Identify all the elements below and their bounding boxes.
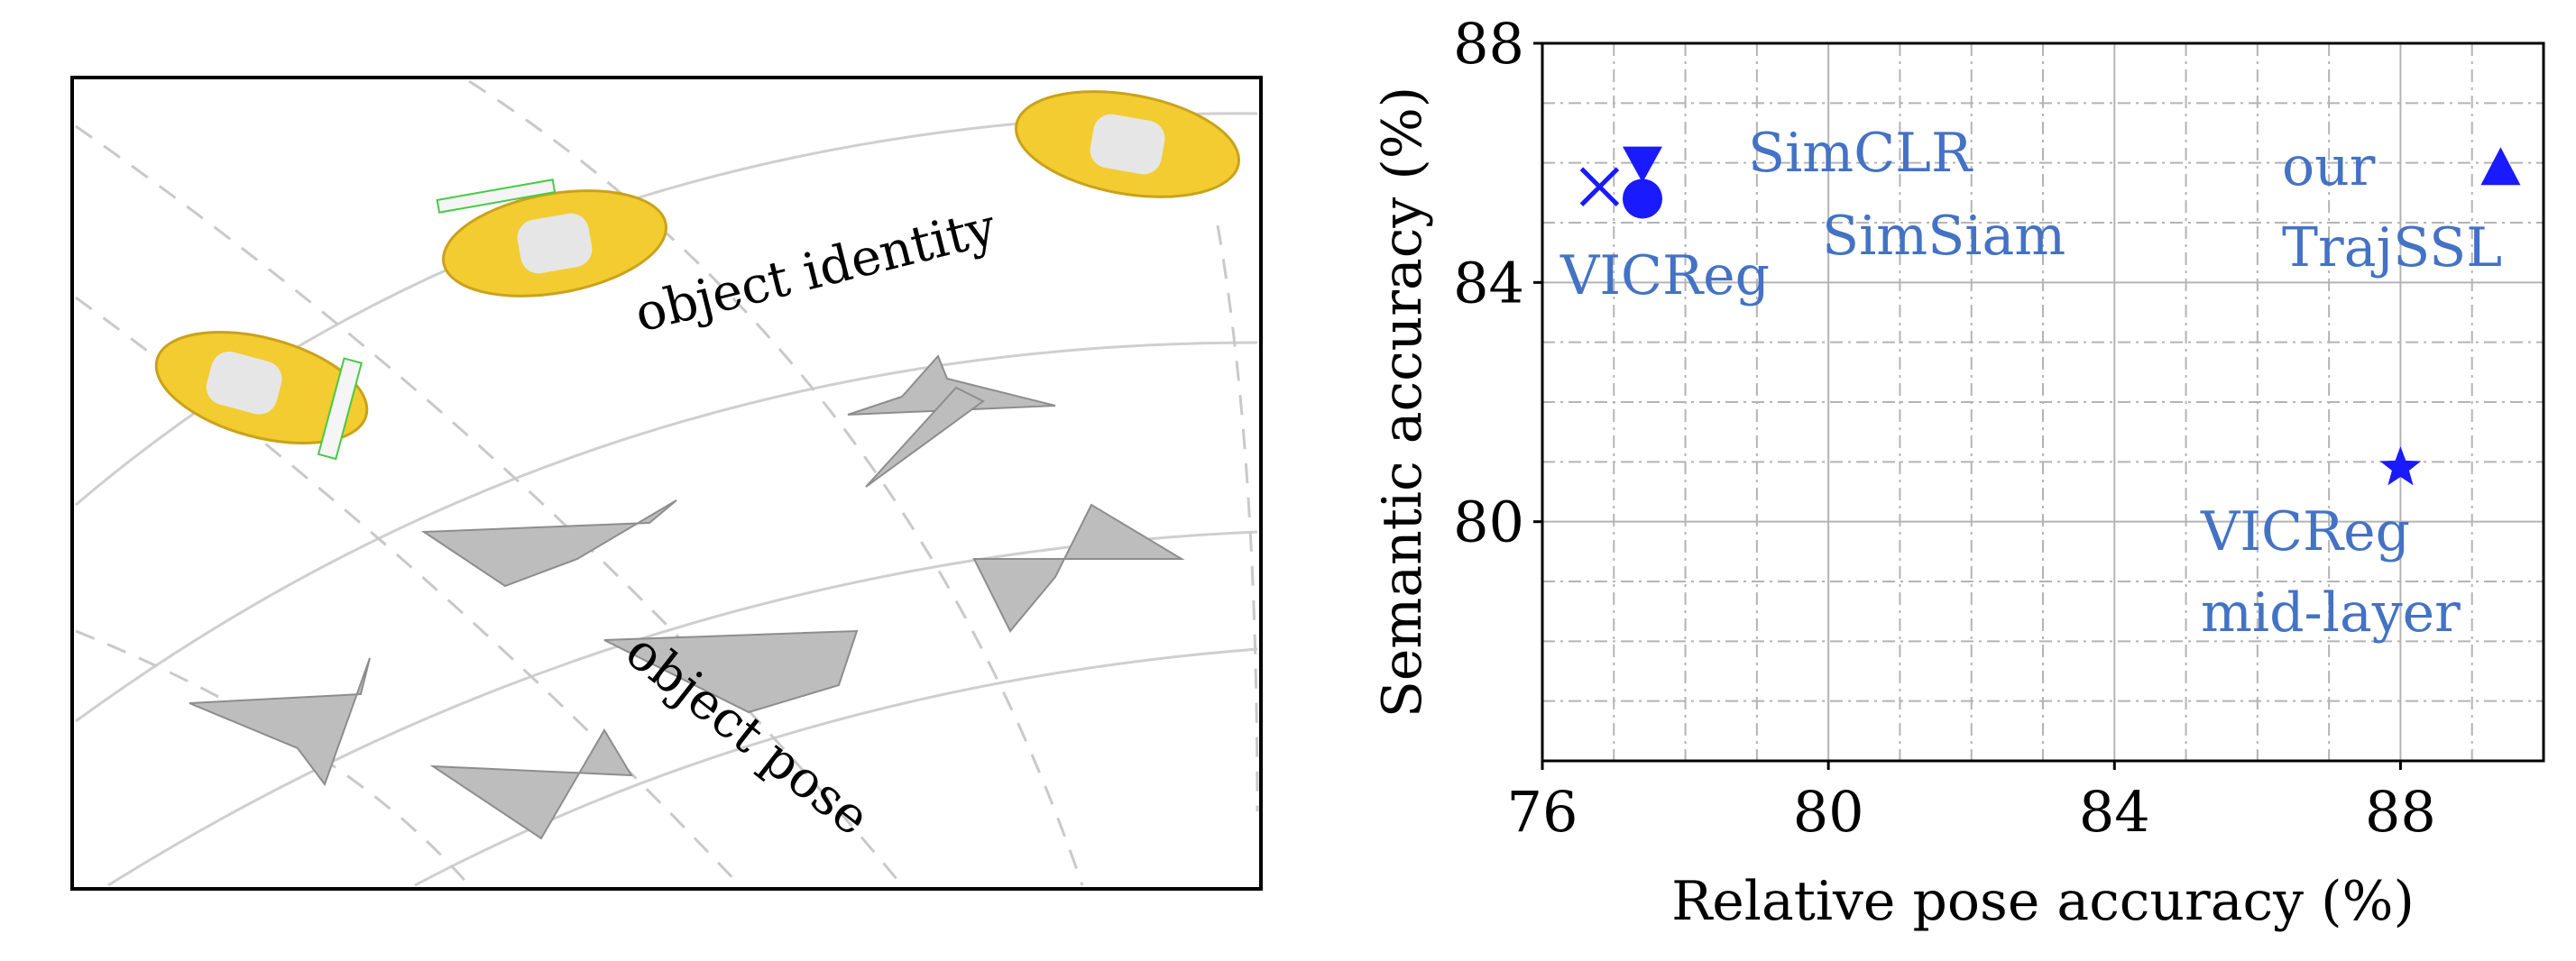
y-tick-label: 88 [1453,11,1524,77]
method-label: our [2282,135,2376,198]
car-icon [154,330,369,461]
method-label: SimSiam [1822,205,2065,268]
y-tick-label: 80 [1453,490,1524,555]
illustration-frame [70,76,1263,891]
point-marker-triangle-down [1623,146,1662,183]
x-stroke [1579,167,1620,206]
point-marker-triangle-up [2480,147,2521,186]
x-ticks: 76 80 84 88 [1507,761,2436,845]
x-tick-label: 88 [2365,779,2436,845]
y-ticks: 80 84 88 [1453,11,1542,555]
x-tick-label: 80 [1793,779,1864,845]
x-tick-label: 76 [1507,779,1578,845]
method-labels: VICReg SimCLR SimSiam our TrajSSL VICReg mid-l… [1559,122,2502,645]
point-marker-x [1579,167,1620,206]
grid-lines [1542,43,2544,761]
method-label: TrajSSL [2282,216,2502,279]
jet-icon [189,354,1185,840]
method-label: mid-layer [2201,581,2461,645]
plot-frame [1541,41,2545,763]
y-axis-title: Semantic accuracy (%) [1371,87,1434,718]
car-icon [436,178,667,297]
car-icon [1015,90,1240,198]
y-tick-label: 84 [1453,250,1524,316]
x-tick-label: 84 [2079,779,2150,845]
method-label: VICReg [2200,500,2410,563]
object-illustration: object identity object pose [70,76,1263,891]
point-marker-star [2379,445,2422,486]
data-markers [1579,146,2521,486]
point-marker-circle [1623,178,1662,219]
x-axis-title: Relative pose accuracy (%) [1671,870,2415,933]
method-label: VICReg [1559,244,1770,307]
method-label: SimCLR [1748,122,1973,185]
